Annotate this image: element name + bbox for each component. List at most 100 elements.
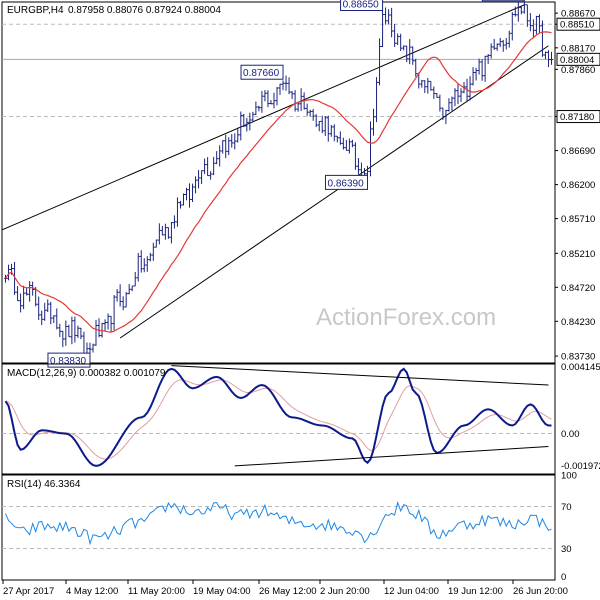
price-bar xyxy=(344,139,348,151)
price-bar xyxy=(474,67,478,81)
price-bar xyxy=(70,316,74,345)
price-bar xyxy=(477,58,481,75)
price-bar xyxy=(175,197,179,227)
price-bar xyxy=(181,193,185,206)
price-bar xyxy=(375,77,379,123)
price-bar xyxy=(393,23,397,47)
price-bar xyxy=(444,109,448,125)
price-bar xyxy=(160,225,164,236)
price-ytick-label-5: 0.86690 xyxy=(561,146,595,157)
price-bar xyxy=(188,183,192,208)
price-bar xyxy=(495,43,499,51)
price-bar xyxy=(254,101,258,115)
price-bar xyxy=(248,112,252,131)
price-bar xyxy=(408,39,412,65)
price-bar xyxy=(260,90,264,113)
price-bar xyxy=(127,283,131,295)
price-bar xyxy=(209,171,213,180)
price-bar xyxy=(338,131,342,145)
price-bar xyxy=(453,88,457,107)
rsi-ytick-label-1: 70 xyxy=(561,502,572,513)
price-pane: 0.83830 0.87660 0.86390 0.88650 0.88790 xyxy=(1,0,556,368)
price-bar xyxy=(537,14,541,34)
macd-ytick-label-2: -0.001972 xyxy=(561,461,600,472)
macd-signal-line xyxy=(5,379,552,460)
price-bar xyxy=(390,7,394,38)
price-bar xyxy=(399,33,403,52)
price-pane-border xyxy=(1,1,556,364)
price-bar xyxy=(37,296,41,320)
callout-label-2: 0.86390 xyxy=(327,178,364,189)
price-bar xyxy=(281,80,285,91)
price-bar xyxy=(528,13,532,32)
price-bar xyxy=(52,315,56,324)
price-bar xyxy=(103,319,107,331)
rsi-pane xyxy=(1,474,556,581)
price-bar xyxy=(480,59,484,81)
price-bar xyxy=(384,7,388,25)
price-bar xyxy=(284,75,288,91)
price-bar xyxy=(456,83,460,105)
rsi-ytick-label-3: 0 xyxy=(561,572,566,583)
price-bar xyxy=(435,92,439,98)
price-bar xyxy=(43,302,47,321)
price-bar xyxy=(329,124,333,137)
price-bar xyxy=(212,156,216,176)
price-bar xyxy=(396,33,400,46)
callout-box-4 xyxy=(481,0,525,2)
macd-upper-trendline xyxy=(171,365,549,386)
price-bar xyxy=(510,11,514,41)
price-bar xyxy=(531,19,535,38)
price-bar xyxy=(540,20,544,57)
price-ytick-label-7: 0.85710 xyxy=(561,214,595,225)
x-tick-label-2: 11 May 20:00 xyxy=(128,586,185,597)
price-bar xyxy=(450,96,454,111)
price-bar xyxy=(311,108,315,121)
price-bar xyxy=(543,51,547,60)
rsi-label: RSI(14) 46.3364 xyxy=(7,479,81,490)
price-bar xyxy=(139,250,143,273)
callout-box-2 xyxy=(324,174,368,190)
price-bar xyxy=(19,293,23,313)
price-bar xyxy=(465,78,469,103)
price-bar xyxy=(414,58,418,77)
price-bar xyxy=(293,90,297,112)
price-bar xyxy=(22,285,26,310)
moving-average-line xyxy=(5,31,552,333)
price-bar xyxy=(236,127,240,143)
price-tag-box-1 xyxy=(556,110,600,124)
price-bar xyxy=(432,86,436,99)
price-bar xyxy=(242,113,246,128)
macd-main-line xyxy=(4,367,552,467)
x-tick-label-6: 12 Jun 04:00 xyxy=(384,586,439,597)
price-bar xyxy=(438,94,442,112)
x-tick-label-4: 26 May 12:00 xyxy=(259,586,317,597)
price-bar xyxy=(459,88,463,103)
price-bar xyxy=(148,252,152,262)
price-bar xyxy=(194,176,198,194)
price-bar xyxy=(215,151,219,165)
callout-box-3 xyxy=(340,0,384,11)
price-bar xyxy=(16,286,20,302)
price-bar xyxy=(483,55,487,82)
price-bar xyxy=(320,115,324,134)
price-tag-label-2: 0.88004 xyxy=(560,55,594,66)
price-bar xyxy=(91,343,95,353)
rsi-pane-border xyxy=(1,474,556,581)
price-bar xyxy=(323,116,327,136)
callout-label-1: 0.87660 xyxy=(243,68,280,79)
price-bar xyxy=(501,39,505,52)
price-bar xyxy=(369,121,373,177)
price-bar xyxy=(218,145,222,167)
price-tag-label-1: 0.87180 xyxy=(560,112,594,123)
price-bar xyxy=(115,288,119,302)
price-tag-label-0: 0.88510 xyxy=(560,20,594,31)
price-tag-box-2 xyxy=(556,52,600,66)
price-bar xyxy=(305,103,309,116)
price-ytick-label-6: 0.86200 xyxy=(561,180,595,191)
x-tick-label-5: 2 Jun 20:00 xyxy=(320,586,370,597)
price-bar xyxy=(519,5,523,15)
price-bar xyxy=(109,315,113,332)
price-ytick-label-3: 0.87860 xyxy=(561,65,595,76)
price-ytick-label-9: 0.84720 xyxy=(561,283,595,294)
